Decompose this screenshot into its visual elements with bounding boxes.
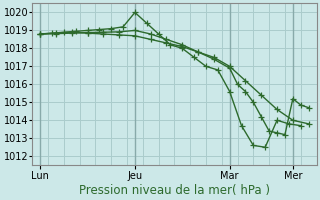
X-axis label: Pression niveau de la mer( hPa ): Pression niveau de la mer( hPa ) (79, 184, 270, 197)
